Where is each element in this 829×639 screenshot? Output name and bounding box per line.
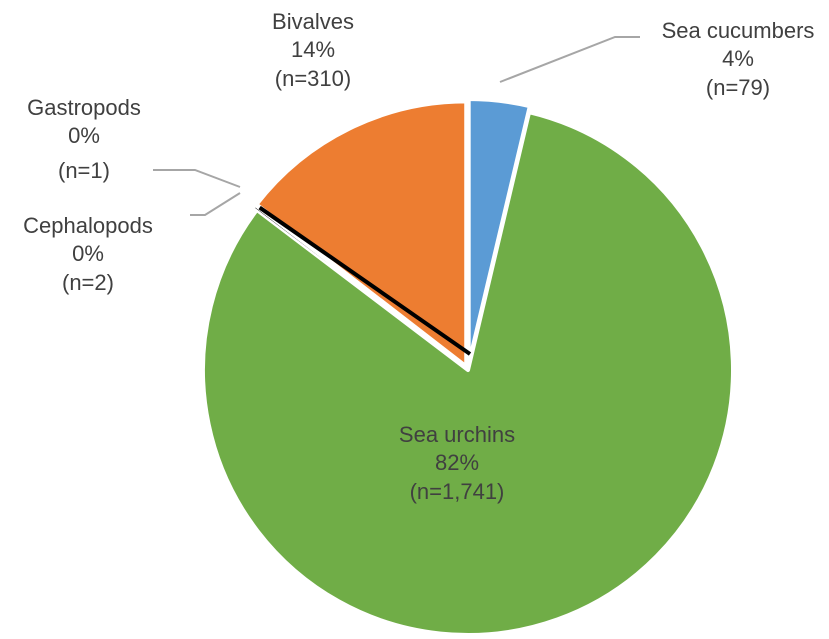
leader-line-cephalopods: [190, 192, 241, 216]
slice-labels: Sea cucumbers 4% (n=79) Bivalves 14% (n=…: [23, 9, 814, 504]
label-cephalopods-name: Cephalopods: [23, 213, 153, 238]
label-gastropods-name: Gastropods: [27, 95, 141, 120]
label-bivalves-percent: 14%: [291, 37, 335, 62]
leader-line-gastropods: [153, 169, 241, 188]
label-sea-cucumbers-percent: 4%: [722, 46, 754, 71]
pie-slice-sea-urchins: [201, 110, 735, 637]
label-cephalopods-percent: 0%: [72, 241, 104, 266]
label-gastropods-count: (n=1): [58, 158, 110, 183]
label-sea-urchins-count: (n=1,741): [410, 479, 505, 504]
pie-slice-bivalves: [254, 99, 469, 369]
pie-slice-small-wedges-edge: [258, 205, 472, 356]
label-bivalves-count: (n=310): [275, 66, 351, 91]
leader-lines: [153, 36, 640, 216]
label-bivalves-name: Bivalves: [272, 9, 354, 34]
label-sea-cucumbers-name: Sea cucumbers: [662, 18, 815, 43]
label-cephalopods-count: (n=2): [62, 270, 114, 295]
label-sea-cucumbers-count: (n=79): [706, 75, 770, 100]
leader-line-sea-cucumbers: [499, 36, 640, 83]
label-gastropods-percent: 0%: [68, 123, 100, 148]
label-sea-urchins-name: Sea urchins: [399, 422, 515, 447]
pie-slices: [201, 97, 735, 637]
label-sea-urchins-percent: 82%: [435, 450, 479, 475]
